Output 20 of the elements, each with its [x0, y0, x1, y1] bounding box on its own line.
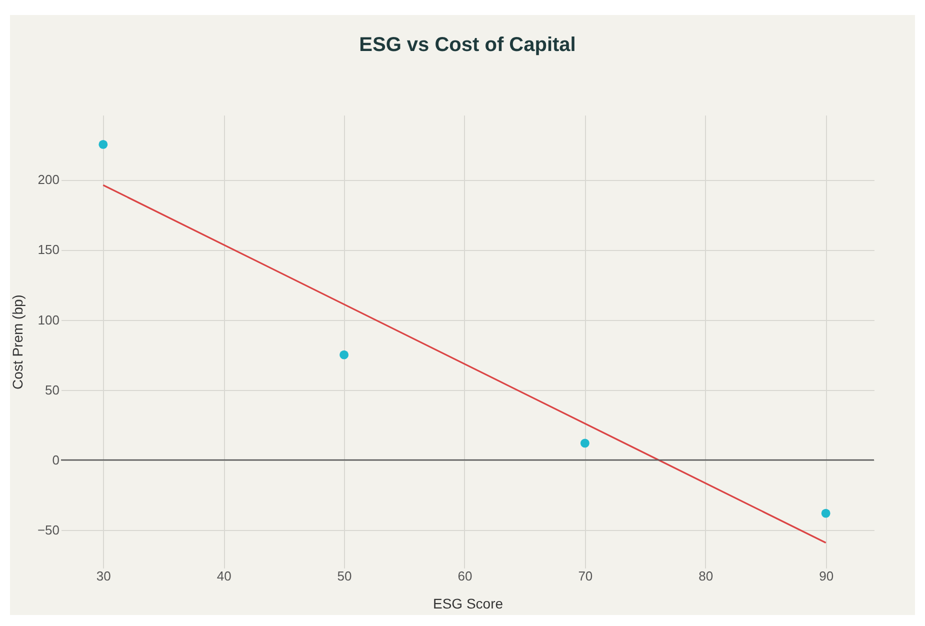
y-tick-label: 200 [38, 172, 60, 188]
y-tick-label: 50 [45, 382, 60, 398]
y-tick-label: 150 [38, 242, 60, 258]
y-tick-label: 100 [38, 312, 60, 328]
x-axis-title: ESG Score [432, 596, 504, 612]
y-tick-label: 0 [52, 452, 60, 468]
y-axis-title: Cost Prem (bp) [9, 294, 26, 390]
x-tick-label: 70 [578, 568, 593, 584]
x-tick-label: 90 [819, 568, 834, 584]
x-tick-label: 50 [337, 568, 352, 584]
x-tick-label: 60 [458, 568, 472, 584]
chart-title: ESG vs Cost of Capital [359, 34, 576, 56]
point [340, 350, 349, 360]
x-tick-label: 40 [216, 568, 232, 584]
point [98, 140, 108, 149]
y-tick-label: −50 [37, 522, 60, 538]
x-tick-label: 30 [96, 568, 111, 584]
x-tick-label: 80 [698, 568, 714, 584]
point [580, 438, 590, 448]
point [821, 508, 830, 518]
